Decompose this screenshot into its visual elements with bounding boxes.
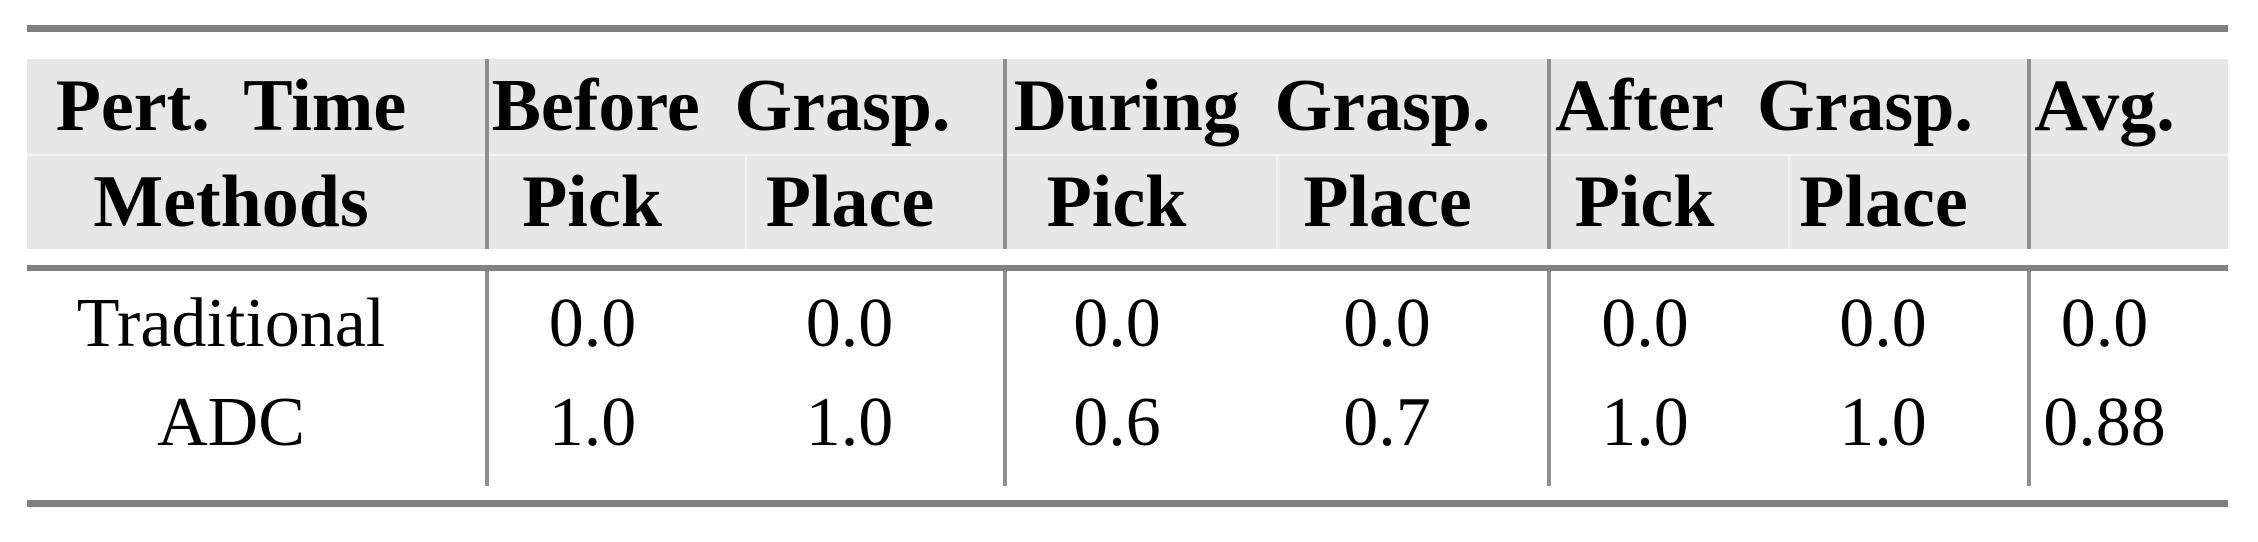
cell-before-place: 0.0 xyxy=(805,284,894,362)
header-before-pick: Pick xyxy=(485,155,746,249)
bottom-rule xyxy=(27,500,2228,507)
cell-method: Traditional xyxy=(76,284,386,362)
table-body: Traditional 0.0 0.0 0.0 0.0 0.0 0.0 0.0 … xyxy=(27,271,2228,486)
table-row-traditional: Traditional 0.0 0.0 0.0 0.0 0.0 0.0 0.0 xyxy=(27,271,2228,376)
spacer xyxy=(27,249,2228,265)
cell-before-pick: 0.0 xyxy=(485,271,746,376)
cell-avg: 0.88 xyxy=(2027,376,2228,486)
header-during-pick: Pick xyxy=(1003,155,1277,249)
header-after-pick: Pick xyxy=(1547,155,1790,249)
table-row-adc: ADC 1.0 1.0 0.6 0.7 1.0 1.0 0.88 xyxy=(27,376,2228,486)
results-table: Pert. Time Before Grasp. During Grasp. A… xyxy=(27,25,2229,507)
spacer xyxy=(27,486,2228,500)
middle-rule xyxy=(27,265,2228,271)
header-group-during: During Grasp. xyxy=(1002,59,1550,156)
cell-after-pick: 1.0 xyxy=(1547,376,1789,486)
header-during-place: Place xyxy=(1275,155,1550,249)
header-group-before: Before Grasp. xyxy=(485,59,1005,156)
cell-during-pick: 0.0 xyxy=(1003,271,1277,376)
header-group-after: After Grasp. xyxy=(1547,59,2030,156)
header-pert-time: Pert. Time xyxy=(27,59,487,156)
table-header: Pert. Time Before Grasp. During Grasp. A… xyxy=(27,59,2229,249)
top-rule xyxy=(27,25,2228,32)
cell-after-place: 0.0 xyxy=(1839,284,1927,362)
cell-after-pick: 0.0 xyxy=(1547,271,1789,376)
header-avg-spacer xyxy=(2027,155,2229,249)
cell-during-pick: 0.6 xyxy=(1003,376,1277,486)
spacer xyxy=(27,32,2228,59)
cell-during-place: 0.7 xyxy=(1343,384,1431,461)
header-after-place: Place xyxy=(1788,155,2030,249)
cell-before-pick: 1.0 xyxy=(485,376,746,486)
header-avg: Avg. xyxy=(2027,59,2229,156)
cell-method: ADC xyxy=(157,384,305,461)
header-methods: Methods xyxy=(27,155,487,249)
cell-during-place: 0.0 xyxy=(1343,284,1431,362)
cell-before-place: 1.0 xyxy=(805,384,894,461)
header-before-place: Place xyxy=(745,155,1005,249)
cell-after-place: 1.0 xyxy=(1839,384,1927,461)
header-row-subcolumns: Methods Pick Place Pick Place Pick Place xyxy=(27,155,2229,249)
cell-avg: 0.0 xyxy=(2027,271,2228,376)
header-row-groups: Pert. Time Before Grasp. During Grasp. A… xyxy=(27,59,2229,156)
